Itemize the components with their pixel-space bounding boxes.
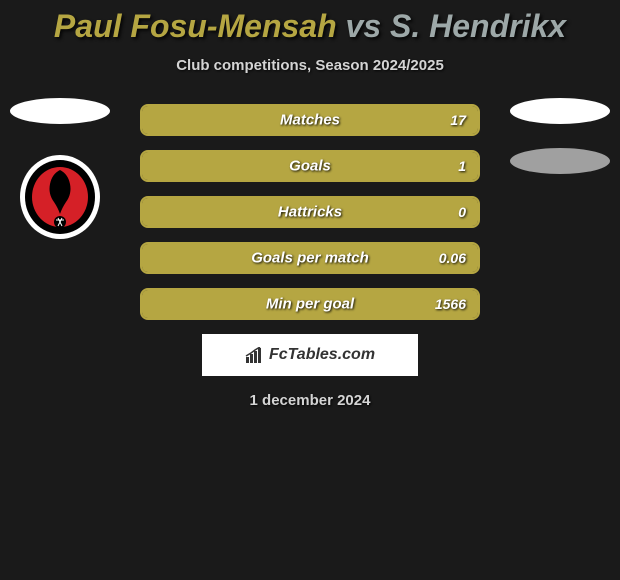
stat-row: Hattricks 0 [140,196,480,228]
brand-text: FcTables.com [245,346,375,364]
stat-value: 0.06 [439,250,466,266]
stat-value: 17 [450,112,466,128]
stat-label: Matches [280,112,340,129]
player1-badge-placeholder [10,98,110,124]
stat-value: 0 [458,204,466,220]
stats-area: Matches 17 Goals 1 Hattricks 0 Goals per… [0,104,620,409]
stat-row: Min per goal 1566 [140,288,480,320]
stat-row: Goals 1 [140,150,480,182]
player2-badge-placeholder-1 [510,98,610,124]
comparison-infographic: Paul Fosu-Mensah vs S. Hendrikx Club com… [0,0,620,409]
player1-name: Paul Fosu-Mensah [54,8,337,44]
subtitle: Club competitions, Season 2024/2025 [0,57,620,74]
chart-icon [245,347,265,363]
stat-label: Goals [289,158,331,175]
comparison-title: Paul Fosu-Mensah vs S. Hendrikx [0,8,620,45]
stat-value: 1 [458,158,466,174]
stat-value: 1566 [435,296,466,312]
vs-separator: vs [346,8,382,44]
stat-rows: Matches 17 Goals 1 Hattricks 0 Goals per… [140,104,480,320]
stat-row: Matches 17 [140,104,480,136]
stat-label: Min per goal [266,296,354,313]
stat-label: Goals per match [251,250,369,267]
stat-row: Goals per match 0.06 [140,242,480,274]
footer-date: 1 december 2024 [0,392,620,409]
player2-badge-placeholder-2 [510,148,610,174]
brand-label: FcTables.com [269,346,375,364]
club-badge-icon [20,152,100,242]
player2-name: S. Hendrikx [390,8,566,44]
brand-badge: FcTables.com [202,334,418,376]
stat-label: Hattricks [278,204,342,221]
